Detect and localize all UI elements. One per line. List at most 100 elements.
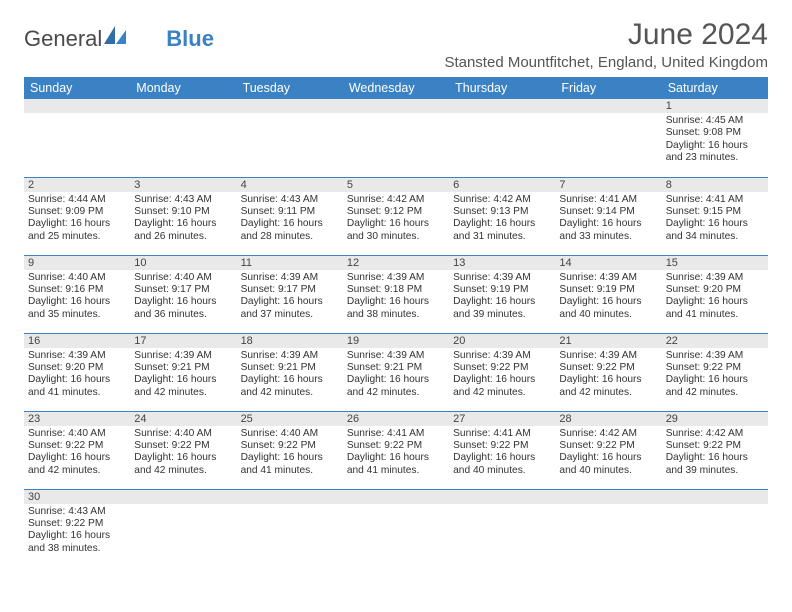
day-number: 14 [555, 256, 661, 270]
day-details: Sunrise: 4:39 AMSunset: 9:20 PMDaylight:… [24, 348, 130, 403]
day-number: 7 [555, 178, 661, 192]
calendar-cell: 13Sunrise: 4:39 AMSunset: 9:19 PMDayligh… [449, 255, 555, 333]
day-number: 26 [343, 412, 449, 426]
day-number: 23 [24, 412, 130, 426]
calendar-cell: 30Sunrise: 4:43 AMSunset: 9:22 PMDayligh… [24, 489, 130, 567]
day-number: 17 [130, 334, 236, 348]
logo-text-2: Blue [166, 26, 214, 52]
day-number-empty [449, 99, 555, 113]
calendar-cell: 17Sunrise: 4:39 AMSunset: 9:21 PMDayligh… [130, 333, 236, 411]
location-text: Stansted Mountfitchet, England, United K… [444, 54, 768, 71]
day-number-empty [130, 490, 236, 504]
calendar-cell [449, 489, 555, 567]
day-details: Sunrise: 4:39 AMSunset: 9:17 PMDaylight:… [237, 270, 343, 325]
day-details: Sunrise: 4:39 AMSunset: 9:21 PMDaylight:… [130, 348, 236, 403]
day-number: 4 [237, 178, 343, 192]
calendar-cell: 14Sunrise: 4:39 AMSunset: 9:19 PMDayligh… [555, 255, 661, 333]
calendar-cell: 20Sunrise: 4:39 AMSunset: 9:22 PMDayligh… [449, 333, 555, 411]
day-details: Sunrise: 4:39 AMSunset: 9:22 PMDaylight:… [449, 348, 555, 403]
logo-sail-icon [104, 26, 126, 44]
day-details: Sunrise: 4:44 AMSunset: 9:09 PMDaylight:… [24, 192, 130, 247]
calendar-row: 16Sunrise: 4:39 AMSunset: 9:20 PMDayligh… [24, 333, 768, 411]
calendar-cell: 22Sunrise: 4:39 AMSunset: 9:22 PMDayligh… [662, 333, 768, 411]
calendar-table: Sunday Monday Tuesday Wednesday Thursday… [24, 77, 768, 567]
calendar-cell [130, 489, 236, 567]
weekday-header: Wednesday [343, 77, 449, 99]
day-details: Sunrise: 4:40 AMSunset: 9:17 PMDaylight:… [130, 270, 236, 325]
calendar-cell: 5Sunrise: 4:42 AMSunset: 9:12 PMDaylight… [343, 177, 449, 255]
calendar-cell: 28Sunrise: 4:42 AMSunset: 9:22 PMDayligh… [555, 411, 661, 489]
day-details: Sunrise: 4:43 AMSunset: 9:10 PMDaylight:… [130, 192, 236, 247]
calendar-cell: 15Sunrise: 4:39 AMSunset: 9:20 PMDayligh… [662, 255, 768, 333]
day-number-empty [662, 490, 768, 504]
day-number: 16 [24, 334, 130, 348]
day-number: 6 [449, 178, 555, 192]
day-number: 5 [343, 178, 449, 192]
day-number: 2 [24, 178, 130, 192]
day-number-empty [343, 99, 449, 113]
calendar-cell: 8Sunrise: 4:41 AMSunset: 9:15 PMDaylight… [662, 177, 768, 255]
weekday-header: Sunday [24, 77, 130, 99]
calendar-row: 2Sunrise: 4:44 AMSunset: 9:09 PMDaylight… [24, 177, 768, 255]
weekday-header: Tuesday [237, 77, 343, 99]
day-details: Sunrise: 4:43 AMSunset: 9:11 PMDaylight:… [237, 192, 343, 247]
day-number-empty [130, 99, 236, 113]
calendar-cell: 3Sunrise: 4:43 AMSunset: 9:10 PMDaylight… [130, 177, 236, 255]
day-number: 9 [24, 256, 130, 270]
day-number-empty [555, 490, 661, 504]
calendar-cell [449, 99, 555, 177]
day-number: 27 [449, 412, 555, 426]
weekday-header: Monday [130, 77, 236, 99]
day-number: 18 [237, 334, 343, 348]
weekday-header: Thursday [449, 77, 555, 99]
calendar-cell [343, 489, 449, 567]
day-details: Sunrise: 4:40 AMSunset: 9:22 PMDaylight:… [237, 426, 343, 481]
day-number: 30 [24, 490, 130, 504]
calendar-row: 23Sunrise: 4:40 AMSunset: 9:22 PMDayligh… [24, 411, 768, 489]
logo: General Blue [24, 26, 214, 52]
day-details: Sunrise: 4:39 AMSunset: 9:20 PMDaylight:… [662, 270, 768, 325]
calendar-cell: 19Sunrise: 4:39 AMSunset: 9:21 PMDayligh… [343, 333, 449, 411]
calendar-cell: 24Sunrise: 4:40 AMSunset: 9:22 PMDayligh… [130, 411, 236, 489]
day-number-empty [237, 99, 343, 113]
calendar-row: 30Sunrise: 4:43 AMSunset: 9:22 PMDayligh… [24, 489, 768, 567]
calendar-cell: 26Sunrise: 4:41 AMSunset: 9:22 PMDayligh… [343, 411, 449, 489]
calendar-row: 1Sunrise: 4:45 AMSunset: 9:08 PMDaylight… [24, 99, 768, 177]
calendar-cell: 4Sunrise: 4:43 AMSunset: 9:11 PMDaylight… [237, 177, 343, 255]
calendar-cell [237, 489, 343, 567]
day-number: 24 [130, 412, 236, 426]
calendar-cell [555, 489, 661, 567]
day-details: Sunrise: 4:45 AMSunset: 9:08 PMDaylight:… [662, 113, 768, 168]
day-details: Sunrise: 4:41 AMSunset: 9:22 PMDaylight:… [449, 426, 555, 481]
day-number-empty [237, 490, 343, 504]
day-number: 1 [662, 99, 768, 113]
day-details: Sunrise: 4:42 AMSunset: 9:22 PMDaylight:… [662, 426, 768, 481]
calendar-cell: 1Sunrise: 4:45 AMSunset: 9:08 PMDaylight… [662, 99, 768, 177]
day-number-empty [449, 490, 555, 504]
day-details: Sunrise: 4:41 AMSunset: 9:22 PMDaylight:… [343, 426, 449, 481]
weekday-header: Friday [555, 77, 661, 99]
calendar-cell: 6Sunrise: 4:42 AMSunset: 9:13 PMDaylight… [449, 177, 555, 255]
day-details: Sunrise: 4:39 AMSunset: 9:21 PMDaylight:… [237, 348, 343, 403]
day-number-empty [24, 99, 130, 113]
day-number: 8 [662, 178, 768, 192]
day-number: 11 [237, 256, 343, 270]
calendar-cell: 23Sunrise: 4:40 AMSunset: 9:22 PMDayligh… [24, 411, 130, 489]
calendar-cell: 7Sunrise: 4:41 AMSunset: 9:14 PMDaylight… [555, 177, 661, 255]
calendar-cell [130, 99, 236, 177]
day-details: Sunrise: 4:42 AMSunset: 9:13 PMDaylight:… [449, 192, 555, 247]
day-number: 25 [237, 412, 343, 426]
calendar-row: 9Sunrise: 4:40 AMSunset: 9:16 PMDaylight… [24, 255, 768, 333]
day-number: 12 [343, 256, 449, 270]
calendar-cell [237, 99, 343, 177]
day-number: 21 [555, 334, 661, 348]
day-number-empty [343, 490, 449, 504]
calendar-cell: 16Sunrise: 4:39 AMSunset: 9:20 PMDayligh… [24, 333, 130, 411]
calendar-cell [343, 99, 449, 177]
day-details: Sunrise: 4:39 AMSunset: 9:18 PMDaylight:… [343, 270, 449, 325]
day-details: Sunrise: 4:39 AMSunset: 9:21 PMDaylight:… [343, 348, 449, 403]
day-details: Sunrise: 4:39 AMSunset: 9:19 PMDaylight:… [555, 270, 661, 325]
day-number: 15 [662, 256, 768, 270]
day-number: 19 [343, 334, 449, 348]
day-details: Sunrise: 4:40 AMSunset: 9:22 PMDaylight:… [130, 426, 236, 481]
